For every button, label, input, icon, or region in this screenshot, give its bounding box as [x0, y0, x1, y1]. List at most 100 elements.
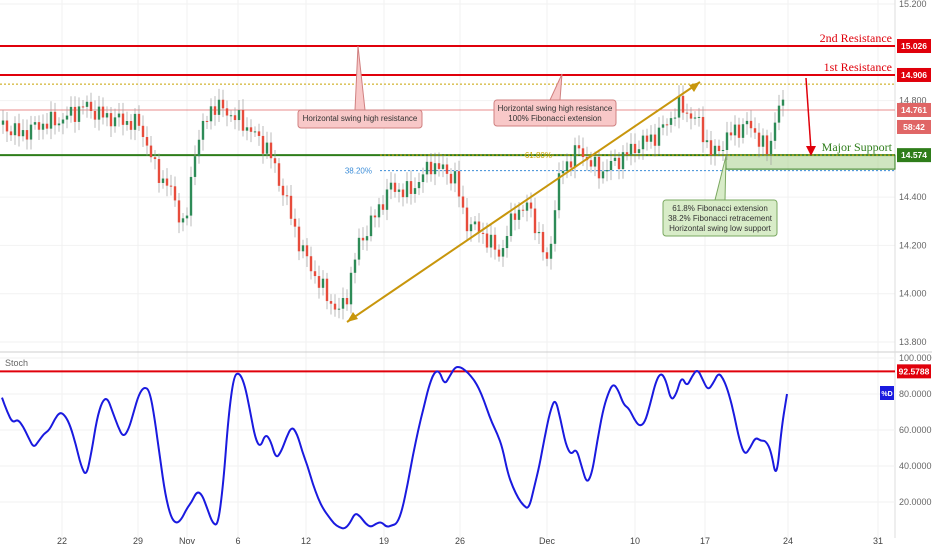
candle-body	[229, 115, 233, 117]
candle-body	[729, 132, 733, 136]
candle-body	[269, 142, 273, 159]
candle-body	[61, 119, 65, 124]
candle-body	[581, 148, 585, 158]
candle-body	[157, 159, 161, 183]
candle-body	[745, 120, 749, 125]
candle-body	[109, 113, 113, 127]
candle-body	[421, 174, 425, 183]
candle-body	[325, 278, 329, 302]
x-tick-label: 17	[700, 536, 710, 546]
candle-body	[725, 132, 729, 150]
candle-body	[17, 123, 21, 137]
candle-body	[233, 115, 237, 121]
candle-body	[389, 182, 393, 190]
candle-body	[593, 156, 597, 167]
x-tick-label: Dec	[539, 536, 556, 546]
candle-body	[657, 127, 661, 146]
price-badge-label: 14.574	[901, 150, 927, 160]
candle-body	[93, 111, 97, 120]
annotation-swing-high	[297, 109, 423, 129]
candle-body	[1, 120, 5, 125]
candle-body	[577, 145, 581, 149]
candle-body	[449, 173, 453, 184]
candle-body	[661, 124, 665, 128]
x-tick-label: 29	[133, 536, 143, 546]
candle-body	[105, 113, 109, 118]
candle-body	[613, 157, 617, 161]
x-tick-label: 6	[235, 536, 240, 546]
candle-body	[637, 149, 641, 154]
candle-body	[189, 176, 193, 216]
candle-body	[205, 120, 209, 122]
candle-body	[69, 106, 73, 116]
candle-body	[41, 123, 45, 130]
candle-body	[45, 123, 49, 129]
levels: 2nd Resistance 1st Resistance Major Suppor…	[0, 31, 896, 176]
candle-body	[625, 152, 629, 155]
candle-body	[33, 122, 37, 125]
candle-body	[641, 135, 645, 150]
candle-body	[605, 170, 609, 172]
candle-body	[693, 117, 697, 119]
support-zone	[725, 154, 896, 170]
candle-body	[717, 145, 721, 152]
candle-body	[397, 189, 401, 192]
candle-body	[357, 237, 361, 260]
candle-body	[297, 226, 301, 252]
candle-body	[5, 120, 9, 132]
trend-arrow-head	[689, 82, 700, 92]
candle-body	[673, 117, 677, 119]
main-grid	[0, 0, 932, 538]
candle-body	[365, 236, 369, 241]
x-tick-label: 31	[873, 536, 883, 546]
candle-body	[589, 160, 593, 167]
candle-body	[549, 243, 553, 259]
candle-body	[529, 202, 533, 209]
candle-body	[333, 303, 337, 310]
candle-body	[341, 298, 345, 309]
axes: 22 29 Nov 6 12 19 26 Dec 10 17 24 3115.20014.80014.…	[57, 0, 932, 546]
annotation-fib-extension-text: Horizontal swing high resistance	[498, 104, 613, 113]
candle-body	[617, 157, 621, 170]
candle-body	[201, 120, 205, 140]
candle-body	[133, 113, 137, 130]
x-tick-label: 24	[783, 536, 793, 546]
candle-body	[645, 135, 649, 142]
candle-body	[505, 236, 509, 249]
candle-body	[317, 276, 321, 288]
candle-body	[217, 99, 221, 115]
candle-body	[49, 111, 53, 129]
price-badge	[897, 39, 931, 54]
candle-body	[101, 106, 105, 118]
y-tick-label: 13.800	[899, 337, 927, 347]
drawings	[346, 77, 816, 323]
candle-body	[165, 178, 169, 186]
candle-body	[461, 196, 465, 208]
level-label: Major Support	[822, 140, 893, 154]
candle-body	[533, 208, 537, 234]
candle-body	[249, 127, 253, 132]
y-tick-label: 14.000	[899, 289, 927, 299]
candle-body	[257, 131, 261, 136]
candle-body	[493, 234, 497, 250]
candle-body	[385, 189, 389, 210]
annotation-fib-extension	[493, 99, 617, 127]
candle-body	[149, 145, 153, 158]
candle-body	[765, 135, 769, 155]
candle-body	[769, 140, 773, 155]
candle-body	[277, 163, 281, 186]
candle-body	[329, 301, 333, 304]
candle-body	[181, 218, 185, 223]
candle-body	[381, 204, 385, 210]
x-tick-label: Nov	[179, 536, 196, 546]
annotation-support-text: Horizontal swing low support	[669, 224, 772, 233]
candle-body	[361, 237, 365, 241]
candle-body	[429, 161, 433, 175]
candle-body	[689, 113, 693, 119]
y-tick-label: 15.200	[899, 0, 927, 9]
candle-body	[541, 231, 545, 253]
candle-body	[481, 232, 485, 234]
candle-body	[561, 170, 565, 174]
candle-body	[29, 124, 33, 140]
candle-body	[565, 161, 569, 171]
